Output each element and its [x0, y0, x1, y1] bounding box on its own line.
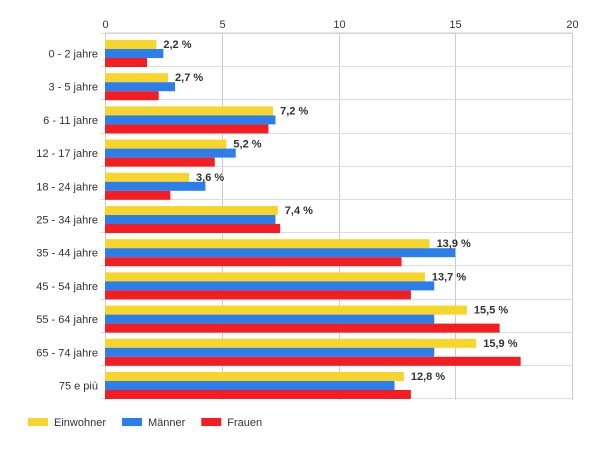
legend-label-frauen: Frauen: [227, 417, 262, 429]
data-label-2: 7,2 %: [280, 105, 308, 117]
bar-einwohner-6: [105, 239, 430, 249]
category-label-3: 12 - 17 jahre: [36, 148, 98, 160]
x-tick-label-20: 20: [566, 19, 578, 31]
bar-einwohner-9: [105, 338, 477, 348]
bar-frauen-9: [105, 356, 521, 366]
bar-männer-2: [105, 115, 276, 125]
bar-einwohner-7: [105, 272, 425, 282]
bar-männer-9: [105, 347, 435, 357]
bar-layer: [105, 40, 521, 399]
category-label-10: 75 e più: [59, 381, 98, 393]
data-label-3: 5,2 %: [233, 139, 261, 151]
bar-frauen-2: [105, 124, 269, 134]
legend-swatch-männer: [121, 418, 142, 426]
bar-einwohner-3: [105, 139, 227, 149]
category-label-5: 25 - 34 jahre: [36, 215, 98, 227]
category-label-6: 35 - 44 jahre: [36, 248, 98, 260]
legend-swatch-einwohner: [28, 418, 48, 426]
data-label-10: 12,8 %: [411, 371, 445, 383]
category-label-9: 65 - 74 jahre: [36, 347, 98, 359]
bar-männer-8: [105, 314, 435, 324]
data-label-4: 3,6 %: [196, 172, 224, 184]
data-label-7: 13,7 %: [432, 271, 466, 283]
data-label-5: 7,4 %: [285, 205, 313, 217]
bar-frauen-10: [105, 390, 411, 399]
bar-männer-10: [105, 381, 395, 390]
bar-einwohner-8: [105, 305, 467, 315]
bar-männer-1: [105, 82, 176, 92]
data-label-1: 2,7 %: [175, 72, 203, 84]
data-label-6: 13,9 %: [437, 238, 471, 250]
bar-frauen-8: [105, 323, 500, 333]
legend: Einwohner Männer Frauen: [28, 417, 262, 429]
bar-frauen-0: [105, 58, 148, 67]
bar-männer-6: [105, 248, 456, 258]
bar-frauen-5: [105, 224, 281, 233]
bar-einwohner-4: [105, 172, 190, 182]
legend-swatch-frauen: [201, 418, 222, 426]
x-tick-label-5: 5: [219, 19, 225, 31]
x-tick-label-10: 10: [333, 19, 345, 31]
bar-einwohner-10: [105, 372, 404, 381]
bar-einwohner-0: [105, 40, 157, 49]
category-label-2: 6 - 11 jahre: [43, 115, 98, 127]
bar-männer-7: [105, 281, 435, 291]
bar-männer-3: [105, 148, 236, 158]
data-label-9: 15,9 %: [483, 338, 517, 350]
category-label-1: 3 - 5 jahre: [48, 82, 98, 94]
category-label-7: 45 - 54 jahre: [36, 281, 98, 293]
axis-layer: 0 5 10 15 20: [102, 19, 579, 34]
bar-frauen-6: [105, 257, 402, 267]
bar-frauen-3: [105, 157, 215, 167]
category-label-4: 18 - 24 jahre: [36, 181, 98, 193]
bar-einwohner-2: [105, 106, 274, 116]
bar-einwohner-5: [105, 206, 278, 215]
bar-frauen-7: [105, 290, 411, 300]
category-label-0: 0 - 2 jahre: [48, 49, 98, 61]
bar-männer-4: [105, 181, 206, 191]
bar-frauen-1: [105, 91, 159, 101]
legend-label-männer: Männer: [148, 417, 186, 429]
bar-einwohner-1: [105, 73, 169, 83]
x-tick-label-15: 15: [449, 19, 461, 31]
bar-männer-0: [105, 49, 164, 58]
label-layer: 0 - 2 jahre 2,2 % 3 - 5 jahre 2,7 % 6 - 11 j…: [36, 39, 517, 393]
bar-frauen-4: [105, 190, 171, 200]
data-label-0: 2,2 %: [163, 39, 191, 51]
bar-männer-5: [105, 215, 276, 224]
data-label-8: 15,5 %: [474, 305, 508, 317]
legend-label-einwohner: Einwohner: [54, 417, 106, 429]
x-tick-label-0: 0: [102, 19, 108, 31]
category-label-8: 55 - 64 jahre: [36, 314, 98, 326]
